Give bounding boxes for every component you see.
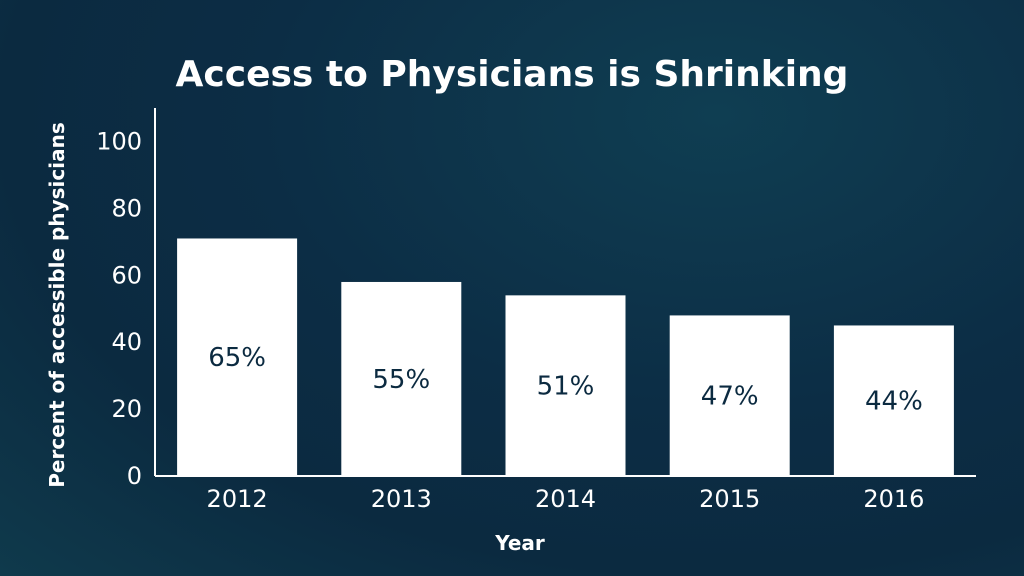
- bar-data-label: 44%: [865, 387, 923, 417]
- y-tick-label: 60: [111, 261, 142, 289]
- x-tick-label: 2016: [863, 485, 924, 513]
- y-axis-label: Percent of accessible physicians: [45, 122, 69, 488]
- bar: [341, 281, 462, 476]
- bar-data-label: 51%: [537, 372, 595, 402]
- bars: [177, 238, 954, 476]
- x-tick-label: 2012: [207, 485, 268, 513]
- y-tick-label: 0: [127, 462, 142, 490]
- x-tick-label: 2015: [699, 485, 760, 513]
- x-axis-label: Year: [494, 531, 545, 555]
- bar-data-label: 47%: [701, 382, 759, 412]
- bar: [505, 295, 626, 476]
- y-tick-label: 40: [111, 328, 142, 356]
- bar: [833, 325, 954, 476]
- y-ticks: 0 20 40 60 80 100: [96, 127, 142, 490]
- y-tick-label: 20: [111, 395, 142, 423]
- bar-data-label: 55%: [372, 365, 430, 395]
- bar-labels: 65% 55% 51% 47% 44%: [208, 343, 923, 416]
- y-tick-label: 100: [96, 127, 142, 155]
- bar: [669, 315, 790, 476]
- x-ticks: 2012 2013 2014 2015 2016: [207, 485, 925, 513]
- x-tick-label: 2014: [535, 485, 596, 513]
- chart-title: Access to Physicians is Shrinking: [176, 54, 849, 95]
- bar: [177, 238, 298, 476]
- x-tick-label: 2013: [371, 485, 432, 513]
- bar-data-label: 65%: [208, 343, 266, 373]
- y-tick-label: 80: [111, 194, 142, 222]
